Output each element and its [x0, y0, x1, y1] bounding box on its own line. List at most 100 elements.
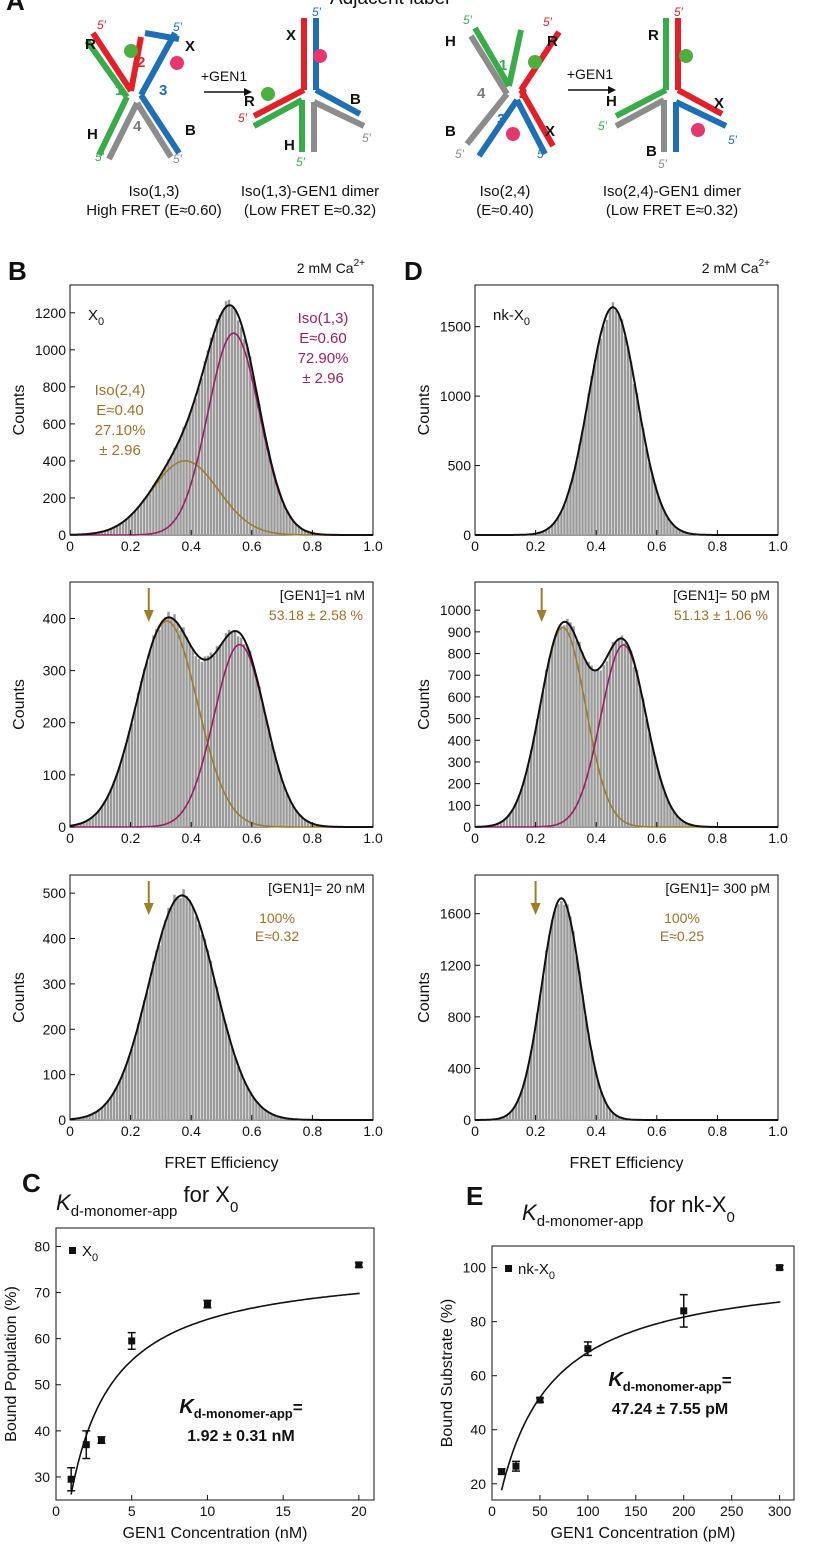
hist-b2-bin: [279, 773, 282, 828]
hist-d2-bin: [584, 660, 587, 828]
hist-d3-bin: [532, 1035, 536, 1121]
hist-d1-sample-label: nk-X0: [493, 307, 530, 328]
hist-d3-header: [GEN1]= 300 pM: [665, 880, 770, 896]
hist-b2-group: 0 0.2 0.4 0.6 0.8 1.0 0 100 200 300 400 Counts [GEN1…: [11, 581, 383, 846]
hist-d3-note-line-1: 100%: [664, 910, 700, 926]
hist-b3-bin: [176, 896, 179, 1121]
hist-b3-bin: [136, 1023, 140, 1121]
gen1-arrow-2-label: +GEN1: [567, 66, 614, 82]
dimer13-five-prime-2: 5′: [238, 111, 248, 125]
binding-e-kd-value: 47.24 ± 7.55 pM: [612, 1401, 728, 1418]
binding-e-point-3: [536, 1396, 544, 1404]
hist-d2-bin: [569, 622, 572, 828]
hist-b1-bin: [133, 510, 137, 536]
hist-d1-ylabel: Counts: [416, 385, 433, 436]
hist-d2-ytick-label: 500: [448, 711, 472, 727]
binding-c-frame: [55, 1227, 375, 1501]
hist-d1-bin: [635, 393, 639, 536]
hist-d1-ytick-label: 1000: [440, 388, 471, 404]
hist-b3-bin: [161, 931, 164, 1121]
binding-e-ytick-label: 40: [470, 1422, 486, 1438]
binding-c-title-rest-sub: 0: [230, 1199, 238, 1216]
hist-b3-bin: [221, 1014, 225, 1121]
hist-b2-ytick-label: 200: [43, 715, 67, 731]
hist-b3-bin: [152, 961, 155, 1121]
strand-number-2: 2: [137, 54, 145, 71]
hist-d2-ytick-label: 900: [448, 624, 472, 640]
binding-c-title: Kd-monomer-app for X0: [56, 1182, 238, 1220]
hist-d3-frame: [474, 874, 779, 1121]
hist-d2-bin: [590, 665, 593, 828]
strand-4-arm-h: [106, 101, 140, 161]
hist-b1-bin: [121, 521, 125, 536]
hist-b3-note-line-1: 100%: [259, 910, 295, 926]
hist-d1-bin: [563, 504, 566, 536]
hist-b2-bin: [197, 658, 201, 828]
hist-d2-bin: [632, 666, 636, 828]
binding-e-xlabel: GEN1 Concentration (pM): [551, 1525, 736, 1542]
hist-b2-xtick-label: 0: [66, 830, 74, 846]
hist-b1-header: 2 mM Ca2+: [297, 258, 365, 276]
hist-b1-bin: [176, 443, 179, 536]
binding-e-legend-text: nk-X: [518, 1261, 549, 1278]
hist-d2-ytick-label: 700: [448, 667, 472, 683]
hist-d2-bin: [602, 664, 606, 828]
hist-d1-xtick-label: 0: [471, 538, 479, 554]
iso24-strand-4-arm-b: [464, 92, 510, 146]
hist-d2-bin: [656, 771, 660, 828]
hist-b3-xtick-label: 0.2: [121, 1123, 141, 1139]
hist-b1-bin: [182, 427, 185, 536]
hist-b1-ytick-label: 1200: [35, 305, 66, 321]
hist-d1-bin: [650, 473, 654, 536]
hist-b1-bin: [118, 524, 122, 536]
hist-b1-bin: [285, 510, 288, 536]
hist-b2-bin: [173, 613, 176, 828]
binding-e-title-rest-sub: 0: [727, 1209, 735, 1226]
hist-b2-bin: [121, 754, 125, 828]
iso13-caption-1: Iso(1,3): [129, 183, 180, 200]
hist-d1-sample-label-sub: 0: [524, 316, 530, 328]
hist-b1-bin: [255, 390, 258, 536]
hist-b2-bin: [218, 644, 222, 828]
hist-d1-total-fit-curve: [475, 306, 778, 536]
hist-d1-bin: [569, 484, 572, 536]
binding-e-point-2: [512, 1462, 520, 1470]
iso24-five-prime-3: 5′: [537, 147, 547, 161]
hist-d2-xtick-label: 0.8: [708, 830, 728, 846]
binding-c-legend-marker: [69, 1247, 76, 1254]
hist-b1-bin: [158, 477, 161, 536]
hist-d2-bin: [547, 658, 551, 828]
binding-c-ytick-label: 60: [34, 1331, 50, 1347]
hist-b2-bin: [112, 782, 116, 828]
hist-b1-xtick-label: 0.8: [303, 538, 323, 554]
hist-b2-bin: [148, 649, 152, 828]
hist-b1-component-1-label-line-4: ± 2.96: [99, 442, 141, 459]
binding-c-title-rest: for X: [177, 1182, 230, 1207]
hist-d2-bin: [611, 641, 615, 828]
dimer13-strand-3-arm-b: [314, 87, 362, 117]
hist-b2-bin: [261, 703, 264, 828]
hist-d1-bin: [560, 511, 563, 536]
hist-b3-ytick-label: 400: [43, 931, 67, 947]
hist-b3-arrow-head: [143, 903, 154, 915]
hist-d1-xtick-label: 0.8: [708, 538, 728, 554]
hist-b2-bin: [191, 648, 195, 828]
iso24-dimer-caption-1: Iso(2,4)-GEN1 dimer: [603, 183, 741, 200]
hist-d2-bin: [566, 618, 569, 828]
hist-d3-bin: [560, 900, 563, 1121]
hist-b1-ytick-label: 200: [43, 490, 67, 506]
hist-b2-bin: [212, 655, 216, 828]
hist-b2-bin: [233, 631, 237, 828]
hist-b3-bin: [200, 934, 204, 1121]
hist-b3-xtick-label: 0: [66, 1123, 74, 1139]
hist-d1-bin: [587, 393, 590, 536]
dimer24-donor-dot: [679, 49, 693, 63]
hist-b3-bin: [197, 924, 201, 1121]
iso24-dimer-caption-2: (Low FRET E≈0.32): [606, 202, 738, 219]
binding-c-xtick-label: 15: [275, 1503, 291, 1519]
strand-1-arm-r: [84, 39, 130, 99]
iso24-strand-number-1: 1: [499, 57, 507, 74]
hist-b2-xtick-label: 0.4: [181, 830, 201, 846]
iso24-arm-label-b: B: [445, 123, 456, 140]
